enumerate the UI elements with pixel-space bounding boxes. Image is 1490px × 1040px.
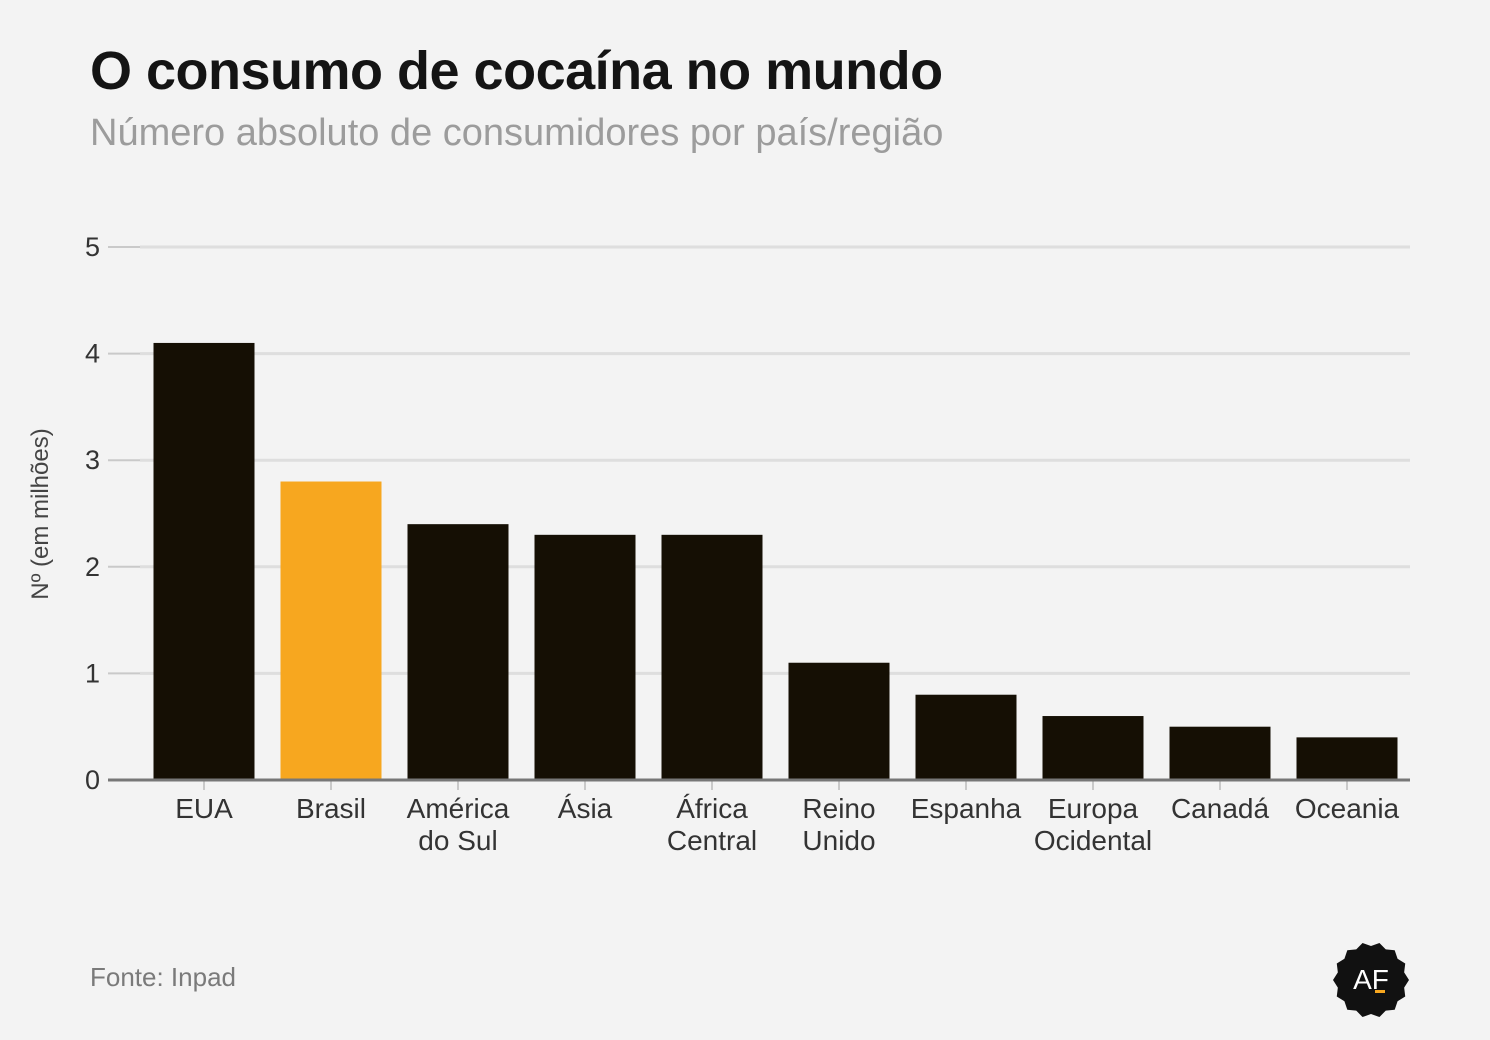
y-tick-label: 4 [85,339,100,369]
x-tick-label: EUA [175,793,233,824]
x-tick-label: América do Sul [407,793,510,856]
labels: 0 1 2 3 4 5 Nº (em milhões) EUA Brasil América do … [27,232,1400,856]
x-tick-label-line: Europa [1048,793,1139,824]
x-tick-label-line: Brasil [296,793,366,824]
x-tick-label: Ásia [558,793,613,824]
x-tick-label-line: Reino [802,793,875,824]
x-tick-label: Canadá [1171,793,1270,824]
x-tick-label: Espanha [911,793,1022,824]
x-tick-label-line: EUA [175,793,233,824]
x-tick-label-line: do Sul [418,825,497,856]
x-tick-label-line: Espanha [911,793,1022,824]
x-tick-label-line: Unido [802,825,875,856]
logo-text: AF [1353,964,1389,995]
bar [1296,737,1398,780]
x-tick-label: Brasil [296,793,366,824]
x-tick-label: Reino Unido [802,793,875,856]
y-tick-label: 2 [85,552,100,582]
bar [407,524,509,780]
y-tick-label: 3 [85,445,100,475]
bar [153,342,255,780]
bar [534,534,636,780]
y-axis-label: Nº (em milhões) [27,428,54,599]
x-tick-label-line: Ásia [558,793,613,824]
x-tick-label-line: África [676,793,748,824]
x-tick-label-line: Canadá [1171,793,1270,824]
y-tick-label: 5 [85,232,100,262]
bars [153,342,1398,780]
logo-accent [1375,990,1385,993]
axes [108,246,1410,790]
chart-subtitle: Número absoluto de consumidores por país… [90,112,944,154]
x-tick-label-line: Central [667,825,757,856]
chart-title: O consumo de cocaína no mundo [90,41,943,101]
x-tick-label: Oceania [1295,793,1400,824]
bar [915,694,1017,780]
bar [788,662,890,780]
bar [661,534,763,780]
bar [1042,716,1144,780]
x-tick-label: Europa Ocidental [1034,793,1152,856]
x-tick-label: África Central [667,793,757,856]
x-tick-label-line: Oceania [1295,793,1400,824]
y-tick-label: 0 [85,765,100,795]
logo-badge [1333,942,1409,1018]
brand-logo-icon: AF [1333,942,1409,1018]
source-note: Fonte: Inpad [90,962,236,992]
x-tick-label-line: América [407,793,510,824]
bar [280,481,382,780]
y-tick-label: 1 [85,658,100,688]
x-tick-label-line: Ocidental [1034,825,1152,856]
bar [1169,726,1271,780]
